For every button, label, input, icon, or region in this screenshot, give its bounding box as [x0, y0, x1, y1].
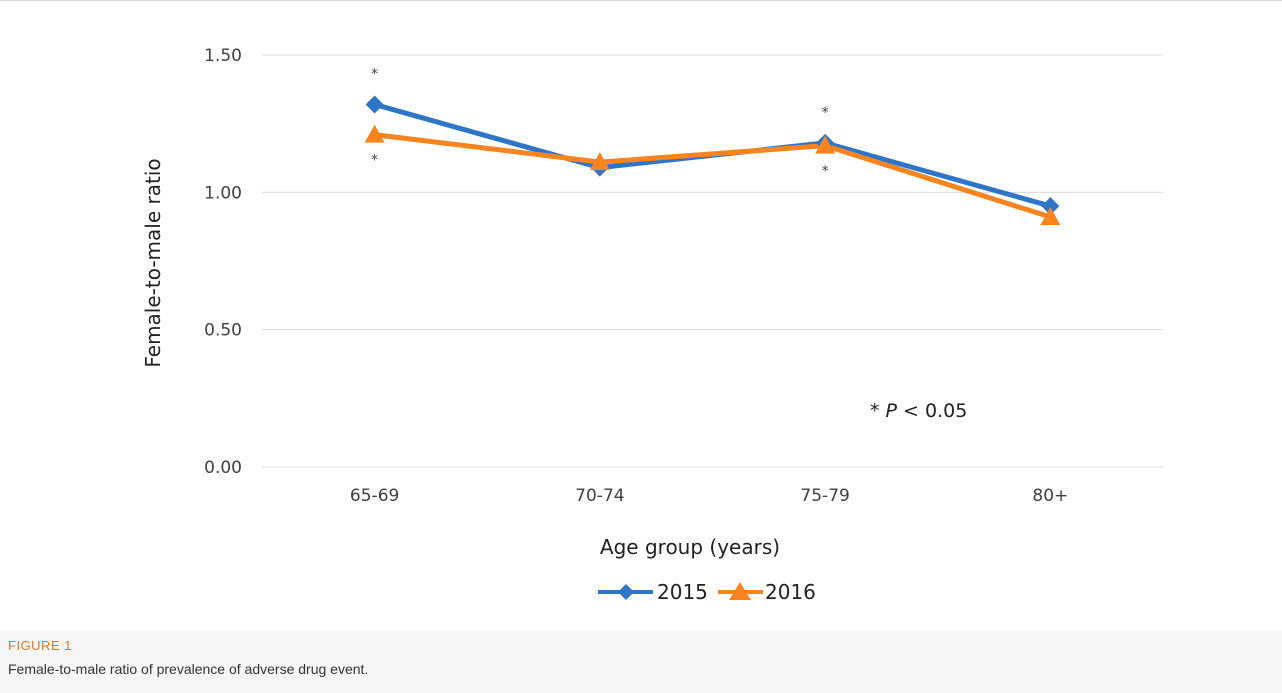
x-tick-label: 80+ — [1032, 486, 1068, 506]
x-tick-label: 70-74 — [575, 486, 624, 506]
y-tick-label: 0.50 — [204, 321, 242, 341]
y-tick-label: 1.50 — [204, 46, 242, 66]
series-lines — [373, 102, 1052, 220]
point-2015-80+ — [1041, 197, 1060, 216]
x-tick-labels: 65-69 70-74 75-79 80+ — [350, 486, 1068, 506]
y-tick-label: 1.00 — [204, 183, 242, 203]
legend: 2015 2016 — [598, 580, 816, 604]
series-markers — [364, 95, 1061, 226]
significance-star: * — [822, 164, 829, 180]
point-2016-70-74 — [589, 152, 610, 171]
significance-star: * — [371, 153, 378, 169]
x-tick-label: 65-69 — [350, 486, 399, 506]
annotation-p-value: * P < 0.05 — [870, 400, 967, 422]
y-tick-label: 0.00 — [204, 458, 242, 478]
y-tick-labels: 0.00 0.50 1.00 1.50 — [204, 46, 242, 478]
point-2016-80+ — [1040, 207, 1061, 226]
line-chart: 0.000.501.001.50 65-69 70-74 75-79 80+ ****… — [141, 46, 1163, 604]
y-axis-title: Female-to-male ratio — [141, 158, 165, 367]
significance-stars: * * * * — [371, 66, 829, 179]
legend-diamond-marker-2015 — [618, 584, 634, 600]
series-line-2016 — [374, 132, 1052, 220]
figure-caption: Female-to-male ratio of prevalence of ad… — [8, 661, 369, 677]
point-2016-75-79 — [815, 135, 836, 154]
x-tick-label: 75-79 — [800, 486, 849, 506]
annotation-p-symbol: P — [886, 400, 898, 422]
gridlines — [262, 54, 1163, 468]
x-axis-title: Age group (years) — [600, 535, 780, 559]
legend-item-2016: 2016 — [718, 580, 816, 604]
svg-text:* P < 0.05: * P < 0.05 — [870, 400, 967, 422]
chart-area: 0.00 0.50 1.00 1.50 65-69 70-74 75-79 80+ * * * *… — [0, 1, 1282, 631]
point-2016-65-69 — [364, 124, 385, 143]
figure-label: FIGURE 1 — [8, 638, 72, 653]
legend-label-2015: 2015 — [657, 580, 708, 604]
annotation-star: * — [870, 400, 880, 422]
point-2015-65-69 — [365, 95, 384, 114]
significance-star: * — [822, 105, 829, 121]
legend-item-2015: 2015 — [598, 580, 708, 604]
legend-triangle-marker-2016 — [729, 582, 751, 600]
legend-label-2016: 2016 — [765, 580, 816, 604]
annotation-p-threshold: < 0.05 — [897, 400, 967, 422]
significance-star: * — [371, 66, 378, 82]
